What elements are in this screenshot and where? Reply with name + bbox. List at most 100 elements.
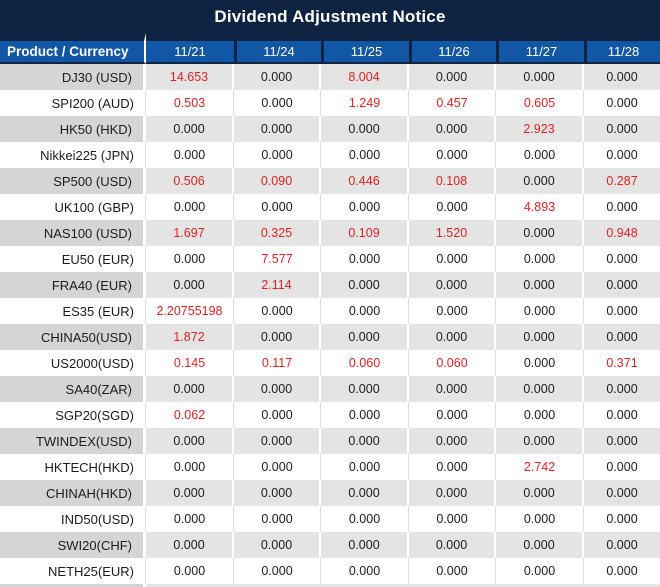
value-cell: 0.000	[234, 324, 321, 350]
value-cell: 0.000	[584, 480, 660, 506]
product-cell: NAS100 (USD)	[0, 220, 146, 246]
value-cell: 0.000	[321, 428, 409, 454]
value-cell: 2.923	[496, 116, 584, 142]
product-cell: UK100 (GBP)	[0, 194, 146, 220]
value-cell: 0.000	[496, 246, 584, 272]
value-cell: 0.000	[146, 428, 234, 454]
value-cell: 0.000	[409, 428, 496, 454]
page-title: Dividend Adjustment Notice	[214, 6, 446, 26]
value-cell: 2.742	[496, 454, 584, 480]
value-cell: 0.109	[321, 220, 409, 246]
value-cell: 0.000	[146, 480, 234, 506]
value-cell: 1.520	[409, 220, 496, 246]
product-cell: SA40(ZAR)	[0, 376, 146, 402]
value-cell: 0.000	[496, 558, 584, 584]
header-row: Product / Currency 11/21 11/24 11/25 11/26 1…	[0, 33, 660, 64]
value-cell: 1.249	[321, 90, 409, 116]
value-cell: 1.872	[146, 324, 234, 350]
value-cell: 0.090	[234, 168, 321, 194]
value-cell: 0.000	[321, 402, 409, 428]
dividend-table: Product / Currency 11/21 11/24 11/25 11/26 1…	[0, 33, 660, 584]
value-cell: 0.000	[234, 90, 321, 116]
table-row: NAS100 (USD) 1.697 0.325 0.109 1.520 0.000 0.9…	[0, 220, 660, 246]
table-row: DJ30 (USD) 14.653 0.000 8.004 0.000 0.000 0.00…	[0, 64, 660, 90]
table-row: TWINDEX(USD) 0.000 0.000 0.000 0.000 0.000 0.0…	[0, 428, 660, 454]
value-cell: 0.000	[584, 272, 660, 298]
date-header: 11/27	[496, 33, 584, 64]
product-cell: NETH25(EUR)	[0, 558, 146, 584]
value-cell: 0.000	[146, 376, 234, 402]
value-cell: 0.000	[496, 272, 584, 298]
value-cell: 2.20755198	[146, 298, 234, 324]
value-cell: 0.000	[234, 376, 321, 402]
table-header: Product / Currency 11/21 11/24 11/25 11/26 1…	[0, 33, 660, 64]
value-cell: 0.000	[409, 324, 496, 350]
value-cell: 0.000	[584, 324, 660, 350]
value-cell: 14.653	[146, 64, 234, 90]
value-cell: 0.000	[146, 558, 234, 584]
value-cell: 2.114	[234, 272, 321, 298]
value-cell: 0.000	[496, 428, 584, 454]
value-cell: 0.000	[234, 506, 321, 532]
value-cell: 0.000	[584, 558, 660, 584]
value-cell: 0.287	[584, 168, 660, 194]
table-row: Nikkei225 (JPN) 0.000 0.000 0.000 0.000 0.000…	[0, 142, 660, 168]
value-cell: 0.000	[496, 402, 584, 428]
table-row: NETH25(EUR) 0.000 0.000 0.000 0.000 0.000 0.00…	[0, 558, 660, 584]
product-cell: TWINDEX(USD)	[0, 428, 146, 454]
value-cell: 0.000	[321, 272, 409, 298]
value-cell: 0.000	[146, 272, 234, 298]
value-cell: 0.000	[234, 402, 321, 428]
value-cell: 0.605	[496, 90, 584, 116]
value-cell: 0.948	[584, 220, 660, 246]
value-cell: 0.108	[409, 168, 496, 194]
value-cell: 0.000	[321, 298, 409, 324]
table-row: UK100 (GBP) 0.000 0.000 0.000 0.000 4.893 0.00…	[0, 194, 660, 220]
value-cell: 0.000	[584, 90, 660, 116]
value-cell: 0.000	[496, 350, 584, 376]
date-header: 11/24	[234, 33, 321, 64]
value-cell: 0.000	[146, 142, 234, 168]
product-cell: HKTECH(HKD)	[0, 454, 146, 480]
value-cell: 0.000	[321, 480, 409, 506]
value-cell: 8.004	[321, 64, 409, 90]
product-cell: SPI200 (AUD)	[0, 90, 146, 116]
value-cell: 0.000	[584, 376, 660, 402]
value-cell: 0.000	[234, 116, 321, 142]
date-header: 11/21	[146, 33, 234, 64]
value-cell: 0.000	[584, 194, 660, 220]
value-cell: 0.000	[409, 142, 496, 168]
value-cell: 0.000	[584, 142, 660, 168]
value-cell: 0.000	[496, 506, 584, 532]
value-cell: 0.000	[496, 376, 584, 402]
product-cell: ES35 (EUR)	[0, 298, 146, 324]
value-cell: 4.893	[496, 194, 584, 220]
value-cell: 0.000	[496, 532, 584, 558]
value-cell: 0.000	[321, 142, 409, 168]
value-cell: 0.145	[146, 350, 234, 376]
value-cell: 0.000	[321, 454, 409, 480]
value-cell: 0.000	[409, 272, 496, 298]
value-cell: 0.000	[234, 454, 321, 480]
value-cell: 0.000	[234, 558, 321, 584]
table-row: HK50 (HKD) 0.000 0.000 0.000 0.000 2.923 0.000	[0, 116, 660, 142]
value-cell: 0.000	[409, 376, 496, 402]
product-cell: HK50 (HKD)	[0, 116, 146, 142]
value-cell: 0.000	[409, 558, 496, 584]
value-cell: 0.000	[409, 194, 496, 220]
value-cell: 0.000	[234, 428, 321, 454]
value-cell: 0.000	[409, 454, 496, 480]
value-cell: 0.506	[146, 168, 234, 194]
value-cell: 0.000	[234, 142, 321, 168]
product-cell: EU50 (EUR)	[0, 246, 146, 272]
table-row: ES35 (EUR) 2.20755198 0.000 0.000 0.000 0.000…	[0, 298, 660, 324]
value-cell: 0.000	[584, 506, 660, 532]
table-row: CHINA50(USD) 1.872 0.000 0.000 0.000 0.000 0.0…	[0, 324, 660, 350]
value-cell: 0.000	[496, 168, 584, 194]
value-cell: 0.062	[146, 402, 234, 428]
value-cell: 0.000	[321, 246, 409, 272]
next-row-cutoff-sliver	[0, 584, 660, 587]
table-row: IND50(USD) 0.000 0.000 0.000 0.000 0.000 0.000	[0, 506, 660, 532]
product-cell: DJ30 (USD)	[0, 64, 146, 90]
